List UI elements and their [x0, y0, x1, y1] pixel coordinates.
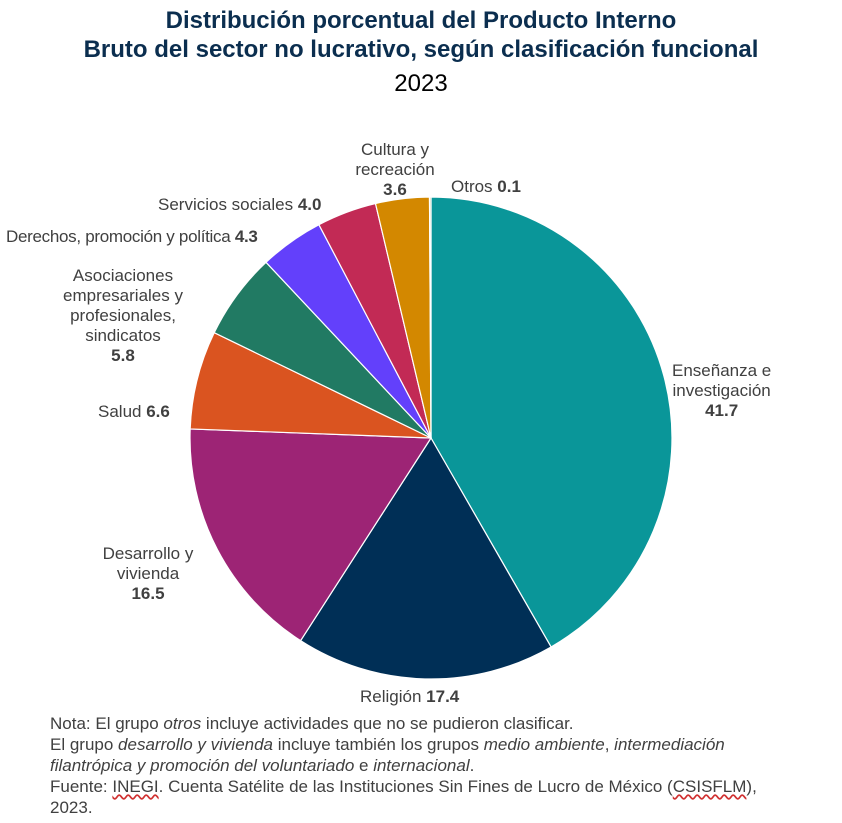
source-line: Fuente: INEGI. Cuenta Satélite de las In…: [50, 777, 757, 796]
source-year-line: 2023.: [50, 798, 93, 817]
chart-title-line2: Bruto del sector no lucrativo, según cla…: [83, 36, 759, 63]
slice-label-ensenanza: Enseñanza e investigación 41.7: [672, 361, 772, 420]
note-line-2: El grupo desarrollo y vivienda incluye t…: [50, 735, 725, 754]
slice-label-desarrollo: Desarrollo y vivienda 16.5: [102, 544, 194, 603]
chart-title-line1: Distribución porcentual del Producto Int…: [165, 7, 677, 34]
pie-slice-8: [428, 196, 432, 439]
slice-label-otros: Otros 0.1: [451, 177, 521, 196]
slice-label-servicios: Servicios sociales 4.0: [158, 195, 322, 214]
chart-title: Distribución porcentual del Producto Int…: [0, 6, 842, 64]
slice-label-cultura: Cultura y recreación 3.6: [355, 140, 435, 199]
note-line-1: Nota: El grupo otros incluye actividades…: [50, 714, 574, 733]
pie-slice-1: [299, 436, 552, 680]
chart-notes: Nota: El grupo otros incluye actividades…: [50, 713, 840, 818]
chart-subtitle: 2023: [394, 70, 448, 97]
note-line-3: filantrópica y promoción del voluntariad…: [50, 756, 475, 775]
slice-label-derechos: Derechos, promoción y política 4.3: [6, 227, 258, 246]
pie-slice-0: [430, 196, 673, 648]
slice-label-asociaciones: Asociaciones empresariales y profesional…: [63, 266, 183, 365]
slice-label-religion: Religión 17.4: [360, 687, 460, 706]
pie-slice-2: [189, 428, 433, 642]
slice-label-salud: Salud 6.6: [98, 402, 170, 421]
